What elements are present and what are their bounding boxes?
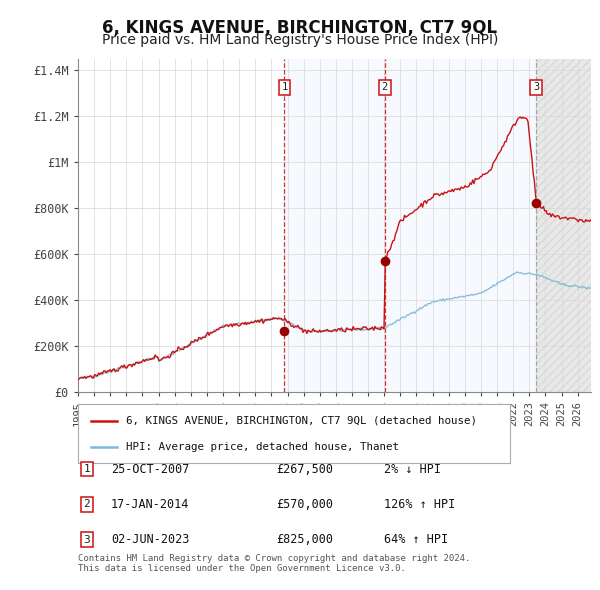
Text: 6, KINGS AVENUE, BIRCHINGTON, CT7 9QL (detached house): 6, KINGS AVENUE, BIRCHINGTON, CT7 9QL (d… — [125, 416, 476, 425]
Text: HPI: Average price, detached house, Thanet: HPI: Average price, detached house, Than… — [125, 442, 398, 451]
Text: 17-JAN-2014: 17-JAN-2014 — [111, 498, 190, 511]
Text: 2% ↓ HPI: 2% ↓ HPI — [384, 463, 441, 476]
Text: 3: 3 — [533, 83, 539, 92]
Text: 2: 2 — [83, 500, 91, 509]
Text: 25-OCT-2007: 25-OCT-2007 — [111, 463, 190, 476]
Text: £570,000: £570,000 — [276, 498, 333, 511]
Text: 1: 1 — [281, 83, 287, 92]
Text: Price paid vs. HM Land Registry's House Price Index (HPI): Price paid vs. HM Land Registry's House … — [102, 33, 498, 47]
Text: 2: 2 — [382, 83, 388, 92]
Text: 126% ↑ HPI: 126% ↑ HPI — [384, 498, 455, 511]
Bar — [284, 59, 536, 392]
Bar — [536, 59, 591, 392]
Text: 6, KINGS AVENUE, BIRCHINGTON, CT7 9QL: 6, KINGS AVENUE, BIRCHINGTON, CT7 9QL — [103, 19, 497, 37]
Text: 02-JUN-2023: 02-JUN-2023 — [111, 533, 190, 546]
Bar — [536, 59, 591, 392]
Text: £267,500: £267,500 — [276, 463, 333, 476]
Text: 3: 3 — [83, 535, 91, 545]
Text: Contains HM Land Registry data © Crown copyright and database right 2024.
This d: Contains HM Land Registry data © Crown c… — [78, 554, 470, 573]
Text: £825,000: £825,000 — [276, 533, 333, 546]
Text: 64% ↑ HPI: 64% ↑ HPI — [384, 533, 448, 546]
Text: 1: 1 — [83, 464, 91, 474]
